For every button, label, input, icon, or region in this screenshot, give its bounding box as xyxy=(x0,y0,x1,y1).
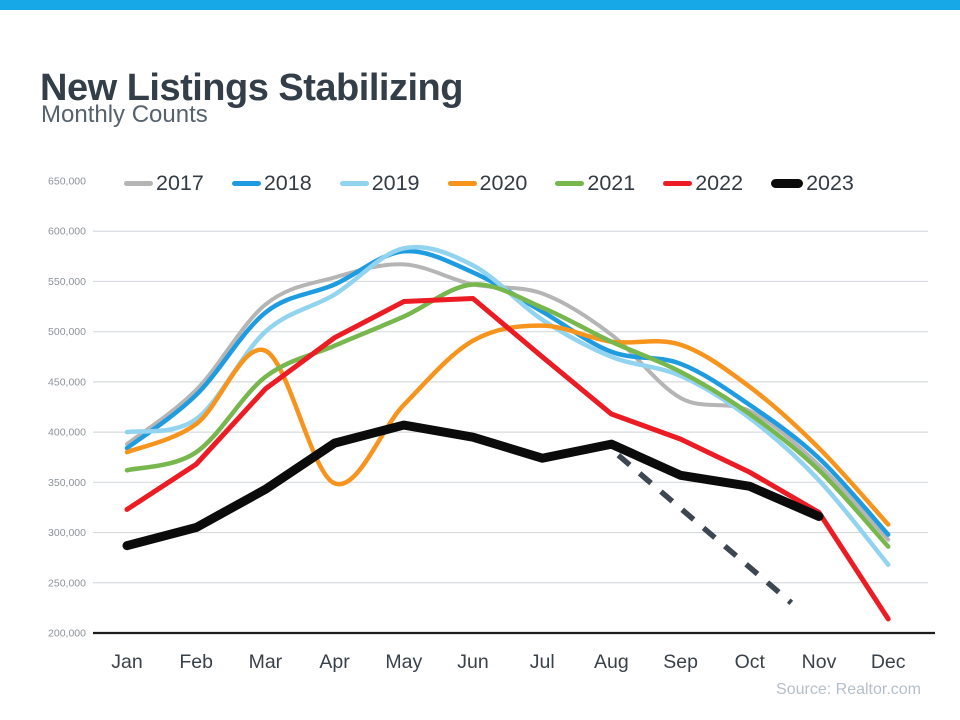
legend-swatch-2020 xyxy=(447,180,477,186)
legend-swatch-2019 xyxy=(339,180,369,186)
legend-label-2021: 2021 xyxy=(587,170,636,195)
x-tick-label: Aug xyxy=(594,651,629,673)
top-accent-bar xyxy=(0,0,960,10)
x-tick-label: Jan xyxy=(111,651,142,673)
legend-item-2017: 2017 xyxy=(124,171,204,196)
y-tick-label: 250,000 xyxy=(48,577,86,589)
x-tick-label: Jun xyxy=(457,651,488,673)
y-tick-label: 500,000 xyxy=(48,326,86,338)
legend-swatch-2022 xyxy=(663,180,693,186)
x-tick-label: Jul xyxy=(530,651,555,673)
legend-item-2018: 2018 xyxy=(231,170,312,196)
x-tick-label: Dec xyxy=(871,651,906,673)
legend-item-2021: 2021 xyxy=(555,171,635,196)
legend-label-2018: 2018 xyxy=(263,170,312,195)
page-subtitle: Monthly Counts xyxy=(41,101,208,128)
legend-label-2017: 2017 xyxy=(156,170,204,195)
legend-swatch-2018 xyxy=(231,180,261,186)
chart-legend: 2017 2018 2019 2020 2021 2022 2023 xyxy=(124,168,854,198)
legend-item-2019: 2019 xyxy=(339,170,420,196)
y-tick-label: 600,000 xyxy=(48,226,86,238)
series-line-2023 xyxy=(122,420,824,551)
x-tick-label: Nov xyxy=(802,651,837,673)
legend-label-2022: 2022 xyxy=(695,170,744,195)
y-tick-label: 400,000 xyxy=(48,427,86,439)
source-attribution: Source: Realtor.com xyxy=(776,681,921,698)
projection-dashed-line xyxy=(616,453,794,605)
legend-item-2022: 2022 xyxy=(663,171,743,196)
legend-swatch-2023 xyxy=(771,178,804,188)
legend-item-2020: 2020 xyxy=(447,170,528,196)
series-line-2020 xyxy=(124,323,891,527)
legend-item-2023: 2023 xyxy=(771,171,854,196)
x-tick-label: Oct xyxy=(735,651,766,673)
y-tick-label: 450,000 xyxy=(48,376,86,388)
legend-label-2023: 2023 xyxy=(806,170,854,195)
series-line-2022 xyxy=(124,296,891,622)
y-tick-label: 300,000 xyxy=(48,527,86,539)
x-tick-label: May xyxy=(385,651,422,673)
legend-swatch-2021 xyxy=(555,180,585,186)
x-tick-label: Sep xyxy=(663,651,698,673)
series-line-2021 xyxy=(124,282,891,549)
y-tick-label: 200,000 xyxy=(48,628,86,640)
x-tick-label: Feb xyxy=(179,651,213,673)
page-title: New Listings Stabilizing xyxy=(40,67,463,110)
legend-label-2019: 2019 xyxy=(371,170,420,195)
x-tick-label: Mar xyxy=(249,651,283,673)
series-line-2017 xyxy=(125,262,891,542)
y-tick-label: 650,000 xyxy=(48,176,86,188)
legend-swatch-2017 xyxy=(124,180,153,186)
y-tick-label: 350,000 xyxy=(48,477,86,489)
y-tick-label: 550,000 xyxy=(48,276,86,288)
legend-label-2020: 2020 xyxy=(479,170,528,195)
x-tick-label: Apr xyxy=(319,651,350,673)
